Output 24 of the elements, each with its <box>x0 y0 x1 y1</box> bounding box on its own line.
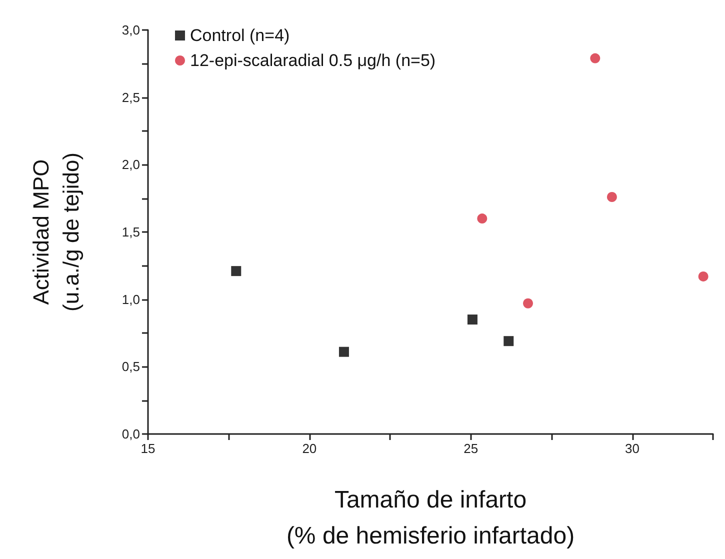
point <box>338 346 349 357</box>
point <box>477 214 488 224</box>
legend-label: 12-epi-scalaradial 0.5 μg/h (n=5) <box>190 51 436 70</box>
x-axis-title: Tamaño de infarto (% de hemisferio infartado) <box>286 486 575 550</box>
point <box>606 192 617 202</box>
x-tick-label: 15 <box>140 441 156 456</box>
y-tick-label: 2,0 <box>122 157 140 172</box>
x-tick-label: 30 <box>625 441 640 456</box>
point <box>698 271 708 282</box>
point <box>504 336 514 346</box>
x-tick-label: 20 <box>302 441 317 456</box>
y-axis-title: Actividad MPO (u.a./g de tejido) <box>28 152 84 312</box>
y-tick-label: 1,0 <box>122 292 140 307</box>
y-tick-label: 3,0 <box>122 22 140 38</box>
point <box>590 53 600 64</box>
y-tick-label: 0,5 <box>122 359 140 374</box>
y-tick-label: 1,5 <box>122 224 140 240</box>
y-tick-label: 0,0 <box>122 426 140 442</box>
y-tick-label: 2,5 <box>122 90 140 105</box>
point <box>523 298 534 308</box>
point <box>467 314 478 325</box>
point <box>231 266 242 276</box>
x-tick-label: 25 <box>464 441 478 456</box>
legend-label: Control (n=4) <box>190 26 290 45</box>
